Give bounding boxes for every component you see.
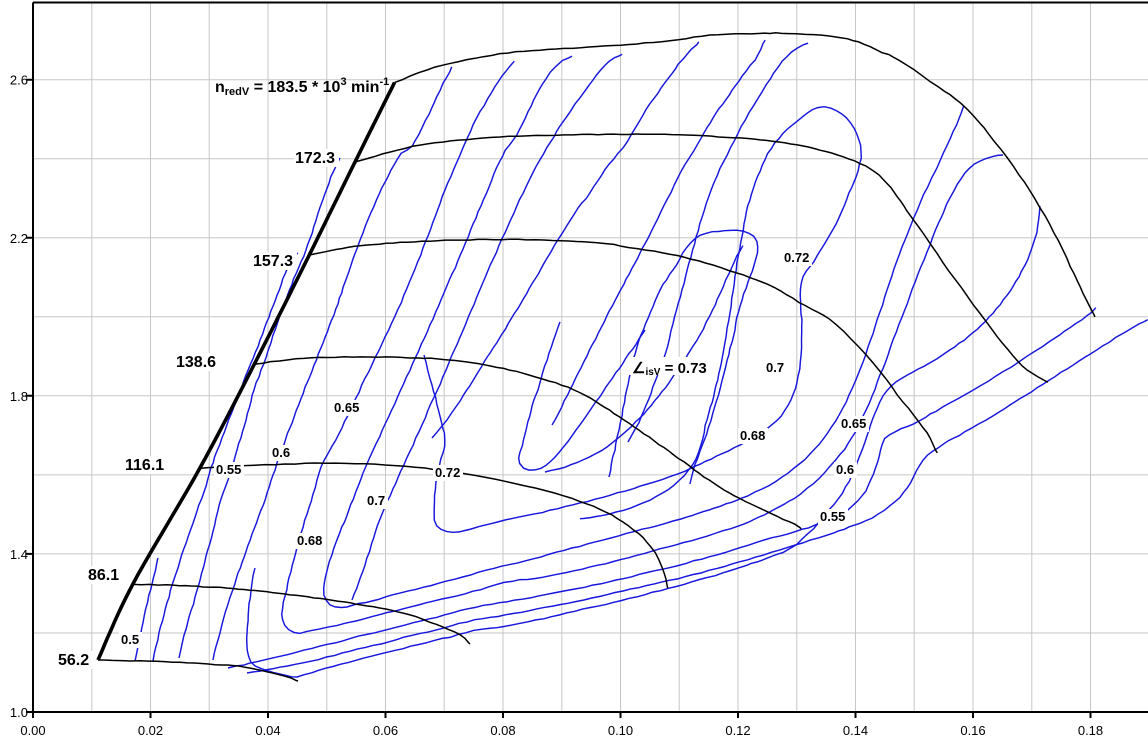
svg-text:0.65: 0.65	[334, 400, 359, 415]
svg-text:0.04: 0.04	[255, 723, 280, 738]
svg-text:0.14: 0.14	[843, 723, 868, 738]
svg-text:138.6: 138.6	[176, 354, 216, 371]
svg-text:157.3: 157.3	[253, 253, 293, 270]
svg-text:0.68: 0.68	[297, 533, 322, 548]
svg-text:0.02: 0.02	[138, 723, 163, 738]
svg-text:2.2: 2.2	[10, 231, 28, 246]
svg-text:0.12: 0.12	[725, 723, 750, 738]
svg-text:0.6: 0.6	[836, 462, 854, 477]
svg-text:0.06: 0.06	[373, 723, 398, 738]
svg-text:0.55: 0.55	[216, 462, 241, 477]
svg-text:0.55: 0.55	[820, 509, 845, 524]
svg-text:0.00: 0.00	[20, 723, 45, 738]
svg-text:86.1: 86.1	[88, 567, 119, 584]
svg-text:2.6: 2.6	[10, 73, 28, 88]
svg-text:1.4: 1.4	[10, 547, 28, 562]
svg-text:0.65: 0.65	[841, 416, 866, 431]
svg-text:0.16: 0.16	[960, 723, 985, 738]
svg-text:nredV = 183.5 * 103 min-1: nredV = 183.5 * 103 min-1	[215, 76, 389, 98]
svg-text:0.72: 0.72	[784, 250, 809, 265]
svg-text:56.2: 56.2	[58, 652, 89, 669]
svg-text:1.8: 1.8	[10, 389, 28, 404]
svg-text:0.68: 0.68	[740, 428, 765, 443]
svg-text:0.18: 0.18	[1078, 723, 1103, 738]
svg-text:0.5: 0.5	[121, 632, 139, 647]
svg-text:0.6: 0.6	[272, 445, 290, 460]
svg-text:0.10: 0.10	[608, 723, 633, 738]
svg-text:0.7: 0.7	[766, 360, 784, 375]
svg-text:172.3: 172.3	[295, 150, 335, 167]
svg-text:0.08: 0.08	[490, 723, 515, 738]
svg-text:1.0: 1.0	[10, 705, 28, 720]
svg-text:0.72: 0.72	[435, 465, 460, 480]
svg-text:∠isV = 0.73: ∠isV = 0.73	[632, 360, 707, 378]
svg-text:116.1: 116.1	[125, 457, 164, 474]
svg-text:0.7: 0.7	[367, 493, 385, 508]
